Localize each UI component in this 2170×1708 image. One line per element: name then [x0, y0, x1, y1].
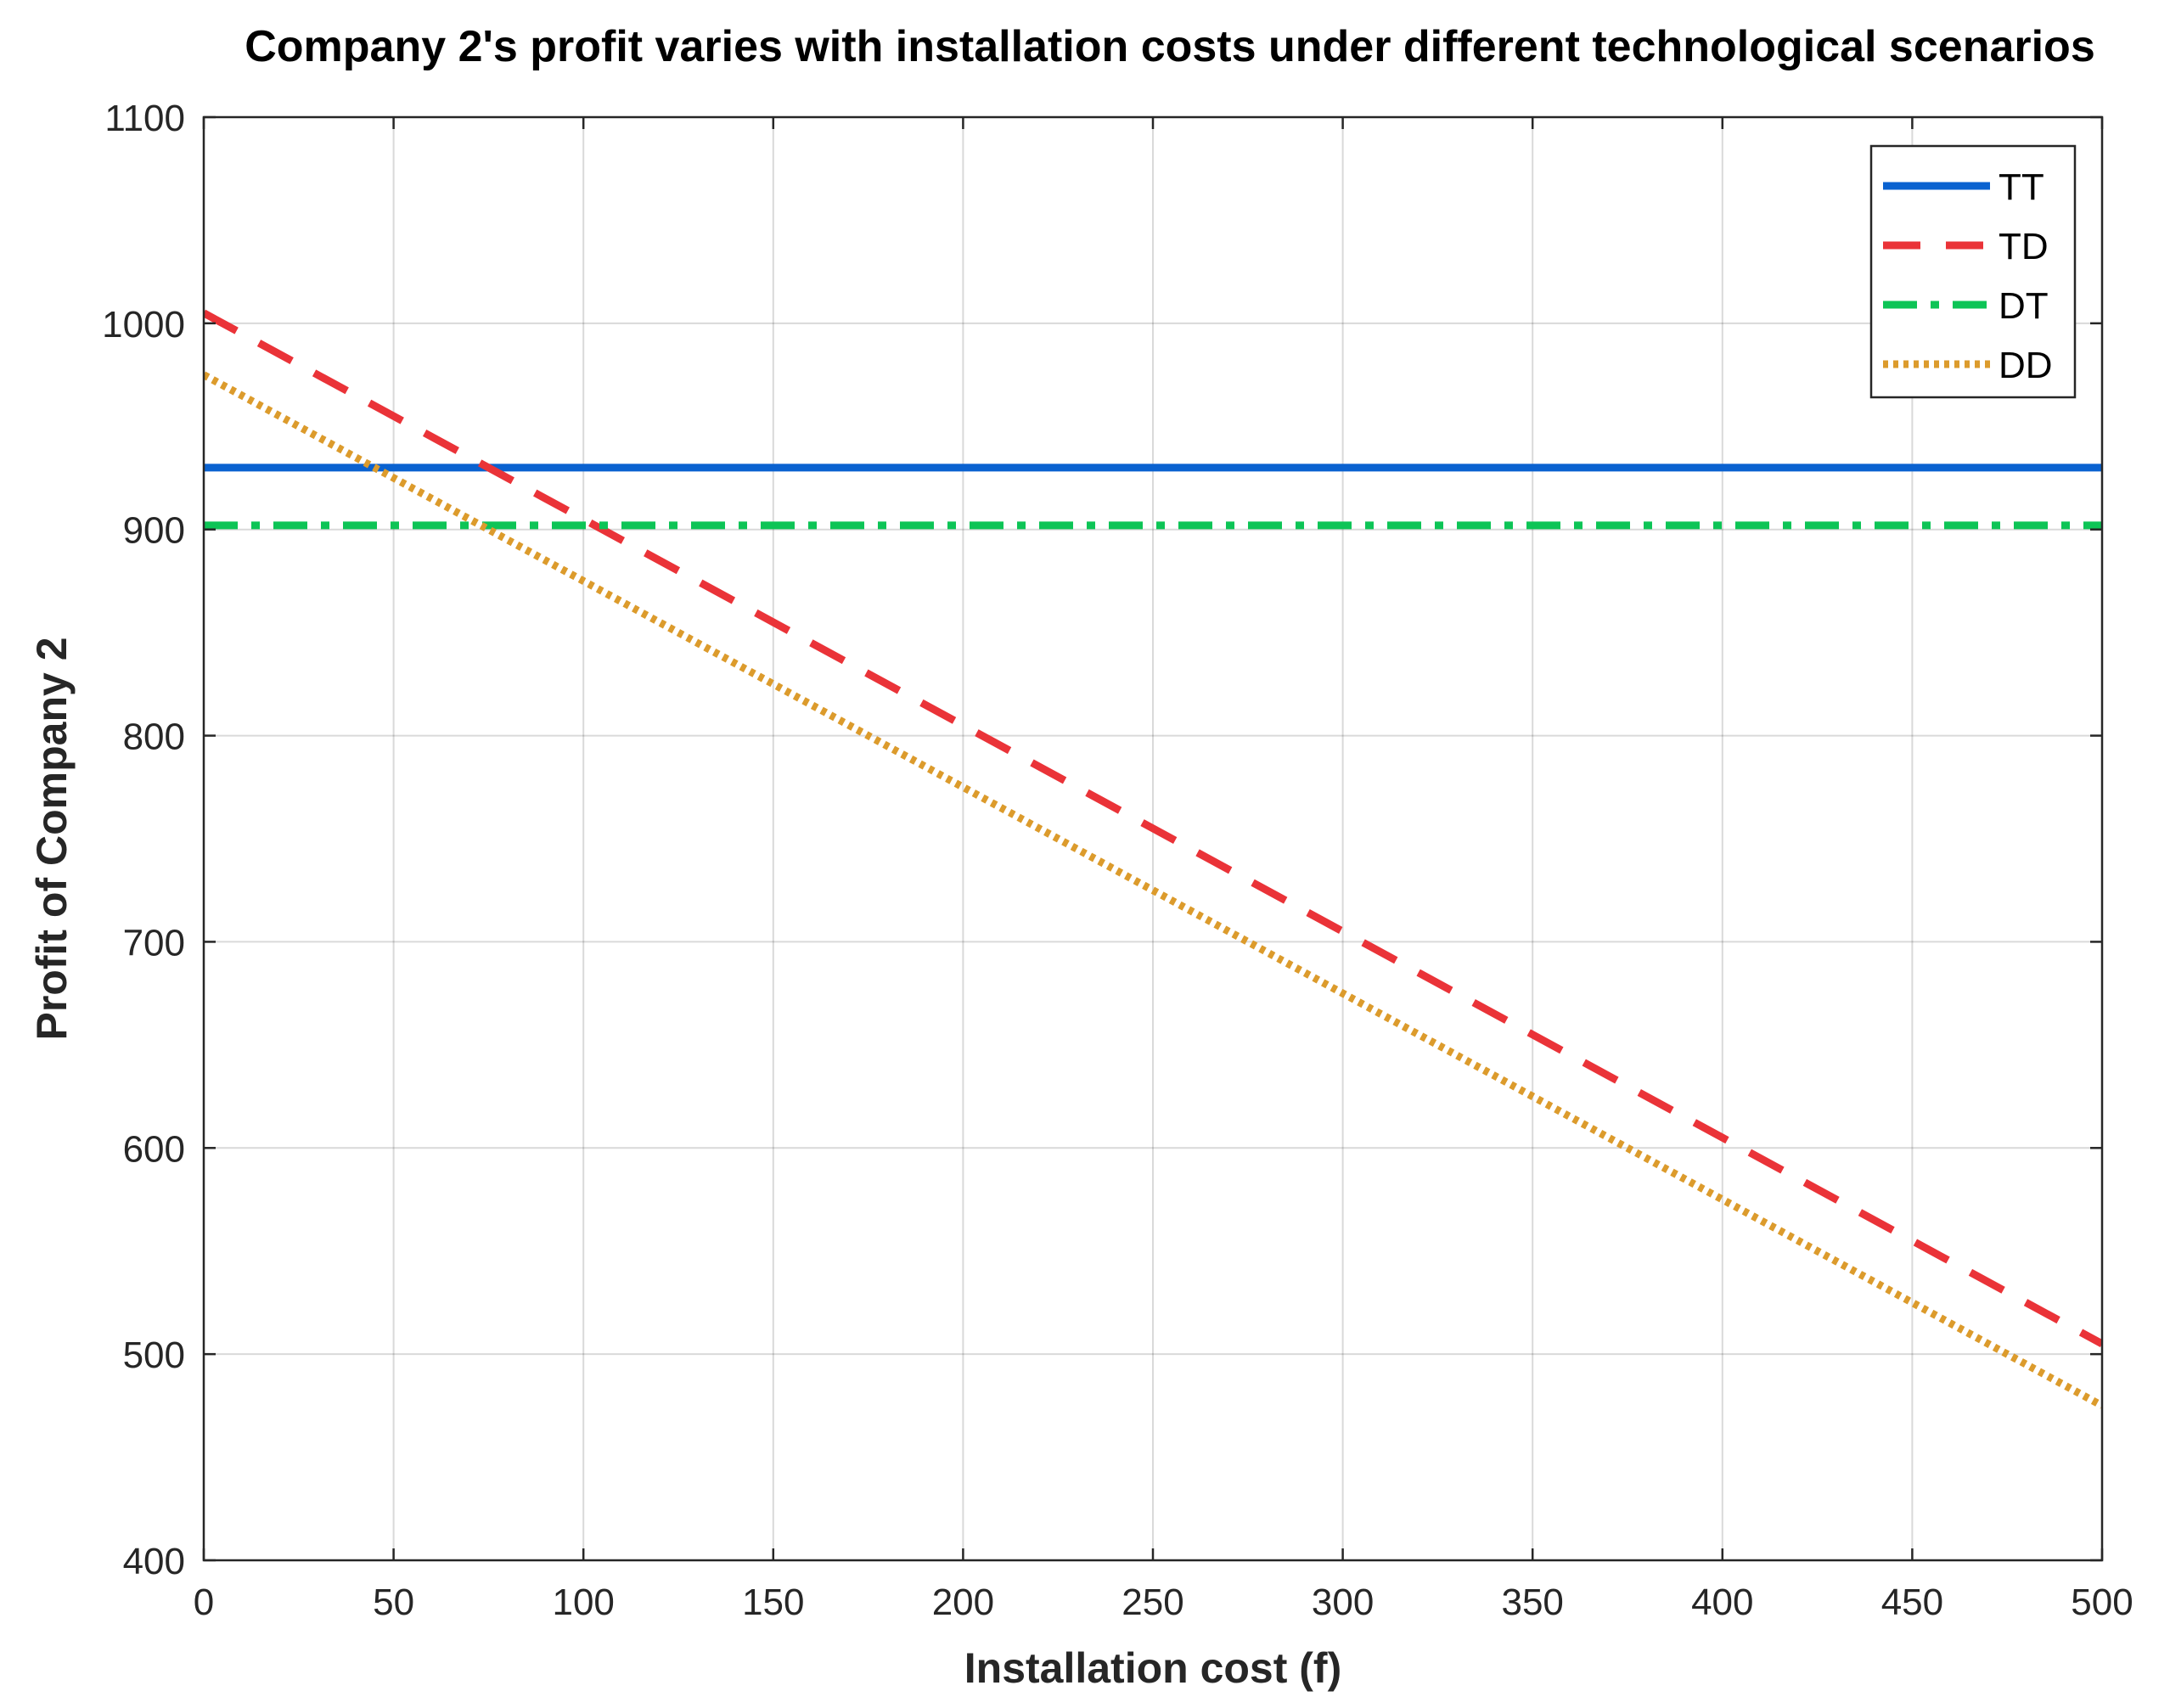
ticks: 0 50 100 150 200 250 300 350 400 450 500 400 500 600 7… [102, 98, 2133, 1623]
y-tick-label: 500 [123, 1334, 185, 1376]
x-tick-label: 400 [1691, 1582, 1753, 1623]
series-lines [204, 309, 2102, 1409]
x-tick-label: 500 [2071, 1582, 2133, 1623]
y-tick-label: 700 [123, 922, 185, 964]
y-tick-label: 400 [123, 1541, 185, 1582]
x-axis-label: Installation cost (f) [964, 1644, 1341, 1692]
legend-label-tt: TT [1999, 166, 2044, 208]
x-tick-label: 200 [932, 1582, 994, 1623]
x-tick-label: 0 [194, 1582, 214, 1623]
legend-label-td: TD [1999, 226, 2049, 267]
legend-label-dt: DT [1999, 285, 2049, 327]
y-axis-label: Profit of Company 2 [28, 637, 76, 1040]
legend: TT TD DT DD [1869, 144, 2077, 399]
x-tick-label: 450 [1881, 1582, 1943, 1623]
y-tick-label: 600 [123, 1128, 185, 1170]
series-line-td [204, 309, 2102, 1347]
x-tick-label: 150 [742, 1582, 804, 1623]
x-tick-label: 300 [1312, 1582, 1374, 1623]
chart-title: Company 2's profit varies with installat… [245, 22, 2095, 71]
y-tick-label: 900 [123, 510, 185, 552]
series-line-dd [204, 371, 2102, 1409]
x-tick-label: 250 [1122, 1582, 1183, 1623]
x-tick-label: 50 [373, 1582, 414, 1623]
y-tick-label: 800 [123, 716, 185, 758]
y-tick-label: 1100 [104, 98, 185, 139]
plot-area [204, 117, 2102, 1560]
x-tick-label: 350 [1501, 1582, 1563, 1623]
legend-label-dd: DD [1999, 345, 2053, 386]
y-tick-label: 1000 [102, 304, 185, 346]
x-tick-label: 100 [552, 1582, 614, 1623]
